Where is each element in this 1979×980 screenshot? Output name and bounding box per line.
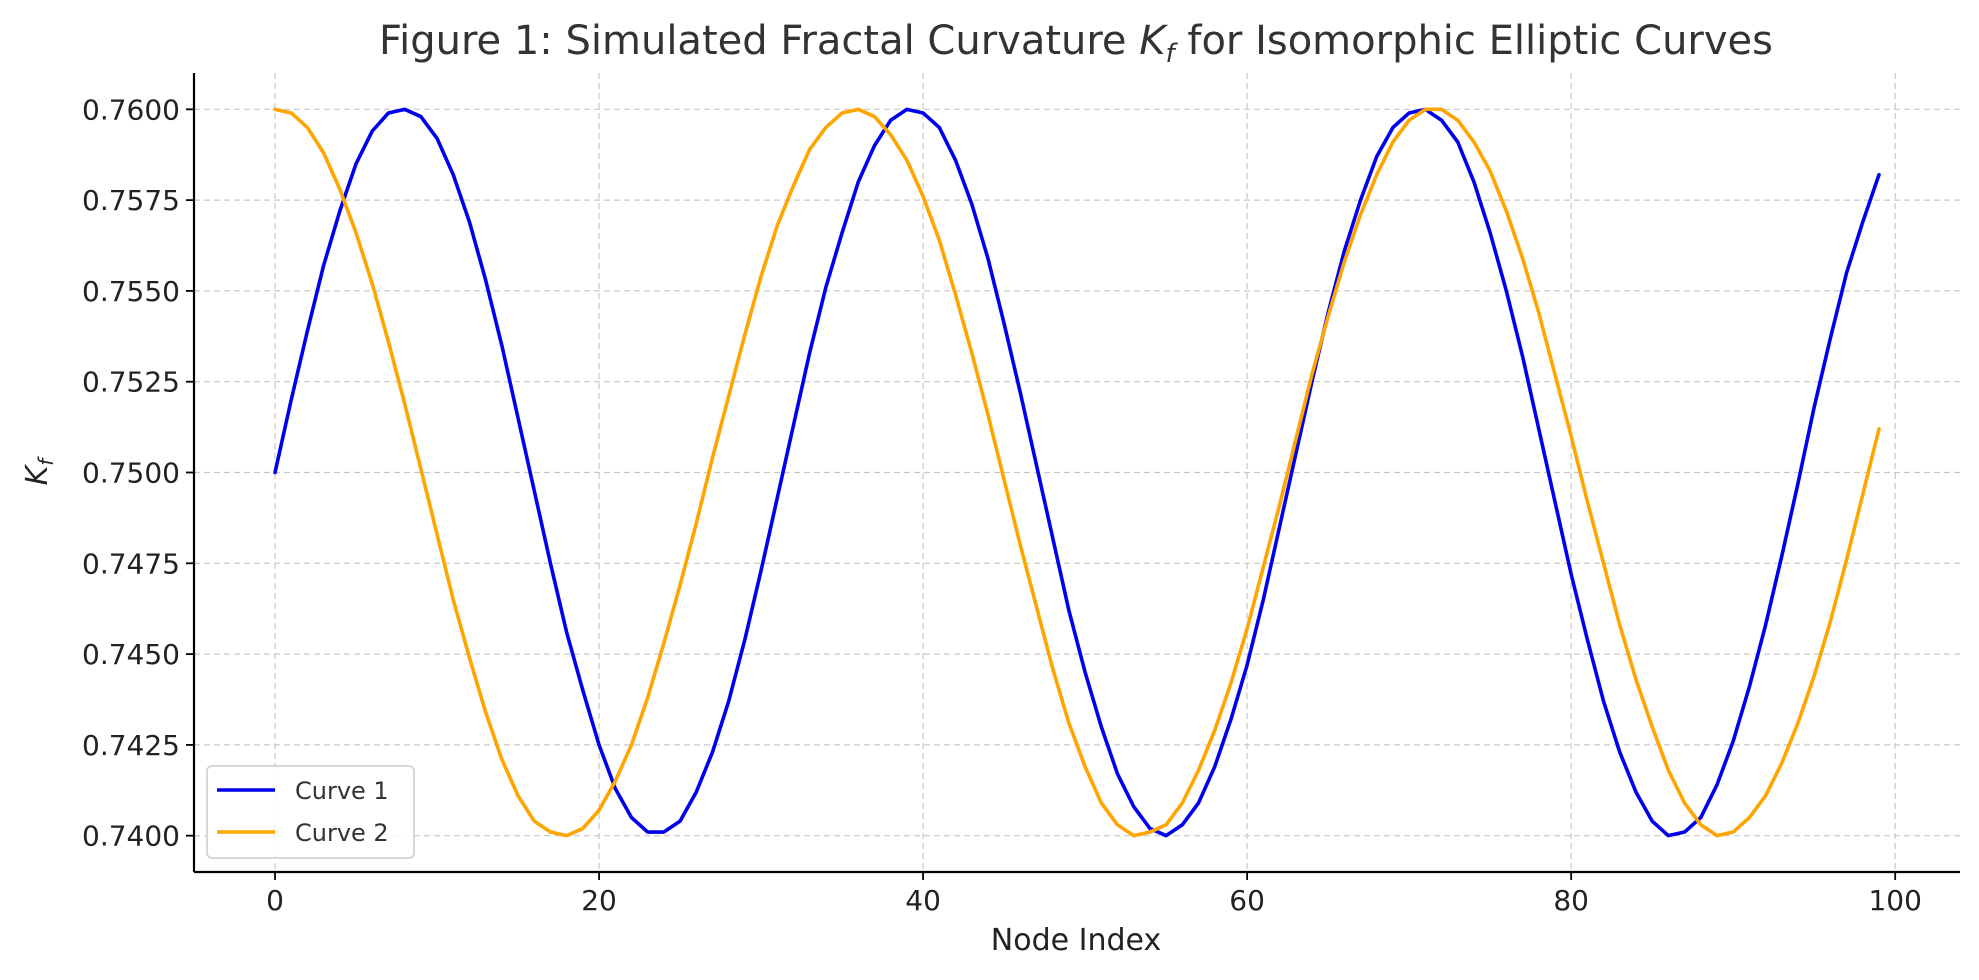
y-tick-label: 0.7550 bbox=[82, 275, 180, 308]
y-axis-label: Kf bbox=[20, 456, 58, 486]
y-tick-label: 0.7500 bbox=[82, 457, 180, 490]
x-tick-label: 20 bbox=[581, 884, 617, 917]
y-tick-label: 0.7525 bbox=[82, 366, 180, 399]
series-layer bbox=[273, 107, 1881, 838]
legend-label-curve-1: Curve 1 bbox=[295, 777, 389, 805]
y-tick-label: 0.7475 bbox=[82, 547, 180, 580]
x-tick-label: 80 bbox=[1553, 884, 1589, 917]
legend: Curve 1 Curve 2 bbox=[206, 765, 415, 859]
series-line-curve-2 bbox=[273, 107, 1881, 838]
y-tick-label: 0.7425 bbox=[82, 729, 180, 762]
x-tick-label: 0 bbox=[266, 884, 284, 917]
y-tick-label: 0.7600 bbox=[82, 93, 180, 126]
y-tick-label: 0.7450 bbox=[82, 638, 180, 671]
legend-label-curve-2: Curve 2 bbox=[295, 819, 389, 847]
y-tick-label: 0.7575 bbox=[82, 184, 180, 217]
x-axis-label: Node Index bbox=[991, 923, 1161, 958]
ticks: 0 20 40 60 80 100 0.7400 0.7425 0.7450 0.7475 0.75… bbox=[82, 93, 1922, 917]
chart-title: Figure 1: Simulated Fractal Curvature Kf… bbox=[379, 18, 1773, 69]
y-tick-label: 0.7400 bbox=[82, 820, 180, 853]
series-line-curve-1 bbox=[273, 107, 1881, 838]
x-tick-label: 100 bbox=[1868, 884, 1921, 917]
x-tick-label: 60 bbox=[1229, 884, 1265, 917]
x-tick-label: 40 bbox=[905, 884, 941, 917]
